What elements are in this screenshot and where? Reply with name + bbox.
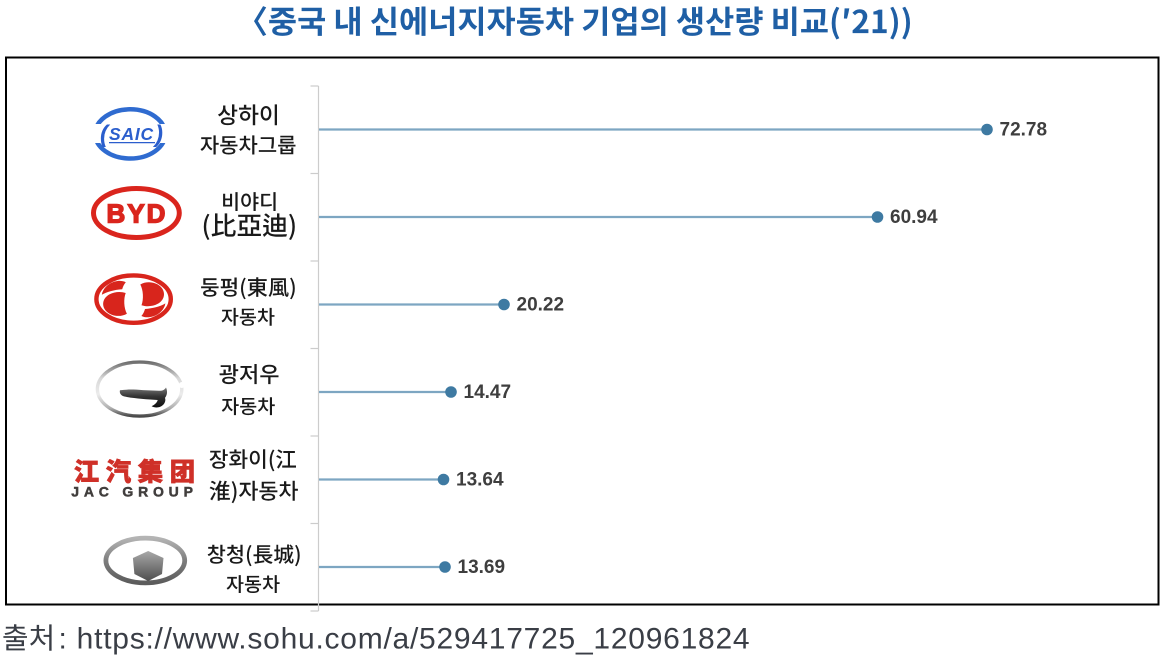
svg-text:13.64: 13.64 [456, 470, 504, 491]
svg-text:): ) [152, 121, 163, 148]
svg-text:SAIC: SAIC [109, 124, 154, 144]
svg-text:(: ( [100, 121, 111, 148]
svg-text:20.22: 20.22 [517, 295, 565, 316]
svg-text:BYD: BYD [107, 199, 168, 229]
svg-text:60.94: 60.94 [890, 207, 938, 228]
svg-text:14.47: 14.47 [464, 382, 512, 403]
svg-text:: https://www.sohu.com/a/52941: : https://www.sohu.com/a/529417725_12096… [59, 622, 751, 655]
svg-text:13.69: 13.69 [458, 557, 506, 578]
svg-text:72.78: 72.78 [1000, 120, 1048, 141]
svg-text:JAC GROUP: JAC GROUP [71, 484, 197, 500]
